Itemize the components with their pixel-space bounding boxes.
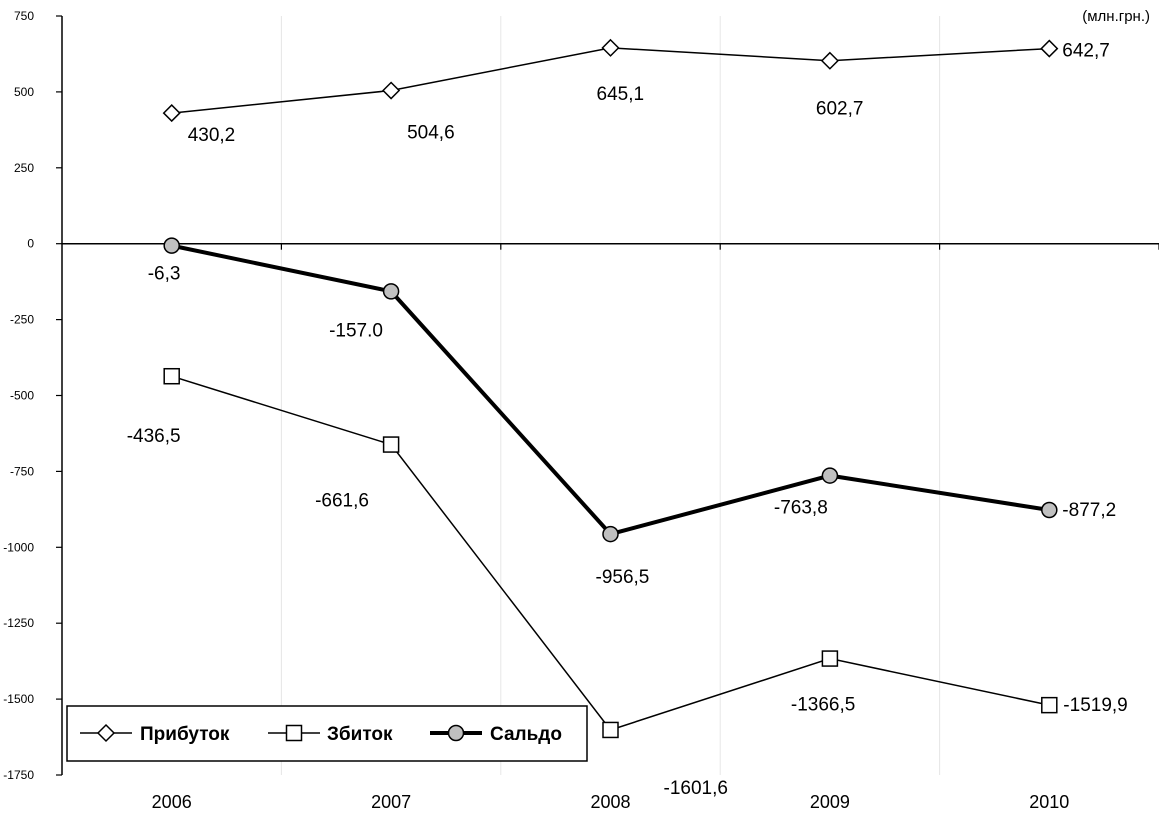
data-label: -956,5 [596, 567, 650, 588]
y-tick-label: -500 [10, 389, 34, 403]
y-tick-label: -1500 [3, 692, 34, 706]
data-point-square [382, 436, 400, 453]
y-tick-label: 0 [27, 237, 34, 251]
data-label: -661,6 [315, 491, 369, 512]
y-tick-label: 500 [14, 85, 34, 99]
legend-label: Прибуток [140, 724, 230, 745]
data-label: -1519,9 [1063, 695, 1127, 716]
x-axis: 2006 2007 2008 2009 2010 [62, 242, 1159, 812]
legend-label: Сальдо [490, 724, 562, 745]
series-group [162, 38, 1059, 739]
data-point-circle [163, 237, 180, 254]
x-tick-label: 2008 [590, 792, 630, 812]
data-point-diamond [96, 723, 116, 743]
data-point-diamond [382, 81, 401, 100]
x-tick-label: 2010 [1029, 792, 1069, 812]
data-label: -436,5 [127, 426, 181, 447]
data-point-diamond [820, 51, 839, 70]
data-point-diamond [1040, 39, 1059, 58]
data-label: -877,2 [1062, 500, 1116, 521]
grid-lines [280, 16, 941, 775]
legend-label: Збиток [327, 724, 393, 745]
y-tick-label: -250 [10, 313, 34, 327]
unit-label: (млн.грн.) [1082, 8, 1150, 25]
x-tick-label: 2007 [371, 792, 411, 812]
data-point-circle [382, 283, 400, 300]
data-point-square [821, 650, 839, 667]
series-line-square [171, 375, 1050, 731]
legend: Прибуток Збиток Сальдо [66, 705, 588, 762]
data-labels: 430,2 504,6 645,1 602,7 642,7 -436,5 -661,6 -16… [127, 41, 1128, 799]
data-point-square [602, 721, 619, 739]
y-tick-label: 750 [14, 9, 34, 23]
data-point-circle [821, 467, 839, 484]
data-point-diamond [162, 104, 181, 123]
data-point-square [1041, 696, 1058, 714]
data-label: -1601,6 [664, 778, 728, 799]
data-point-square [163, 367, 180, 385]
x-tick-label: 2006 [152, 792, 192, 812]
data-label: -157.0 [329, 320, 383, 341]
data-point-circle [447, 724, 465, 742]
data-point-circle [602, 525, 619, 543]
data-label: 504,6 [407, 123, 455, 144]
legend-box [66, 705, 588, 762]
y-tick-label: -1250 [3, 616, 34, 630]
x-tick-label: 2009 [810, 792, 850, 812]
data-label: 642,7 [1062, 41, 1110, 62]
y-axis: 750 500 250 0 -250 -500 -750 -1000 -1250 -1500 -17… [3, 9, 63, 782]
data-label: 645,1 [597, 84, 645, 105]
data-label: 602,7 [816, 99, 864, 120]
y-tick-label: -1000 [3, 540, 34, 554]
y-tick-label: -1750 [3, 768, 34, 782]
data-point-diamond [601, 38, 620, 57]
data-label: 430,2 [188, 125, 236, 146]
y-tick-label: 250 [14, 161, 34, 175]
data-point-circle [1041, 501, 1058, 519]
y-tick-label: -750 [10, 464, 34, 478]
data-label: -763,8 [774, 498, 828, 519]
data-point-square [285, 724, 303, 742]
series-line-circle [171, 243, 1050, 537]
data-label: -6,3 [148, 264, 181, 285]
data-label: -1366,5 [791, 695, 855, 716]
